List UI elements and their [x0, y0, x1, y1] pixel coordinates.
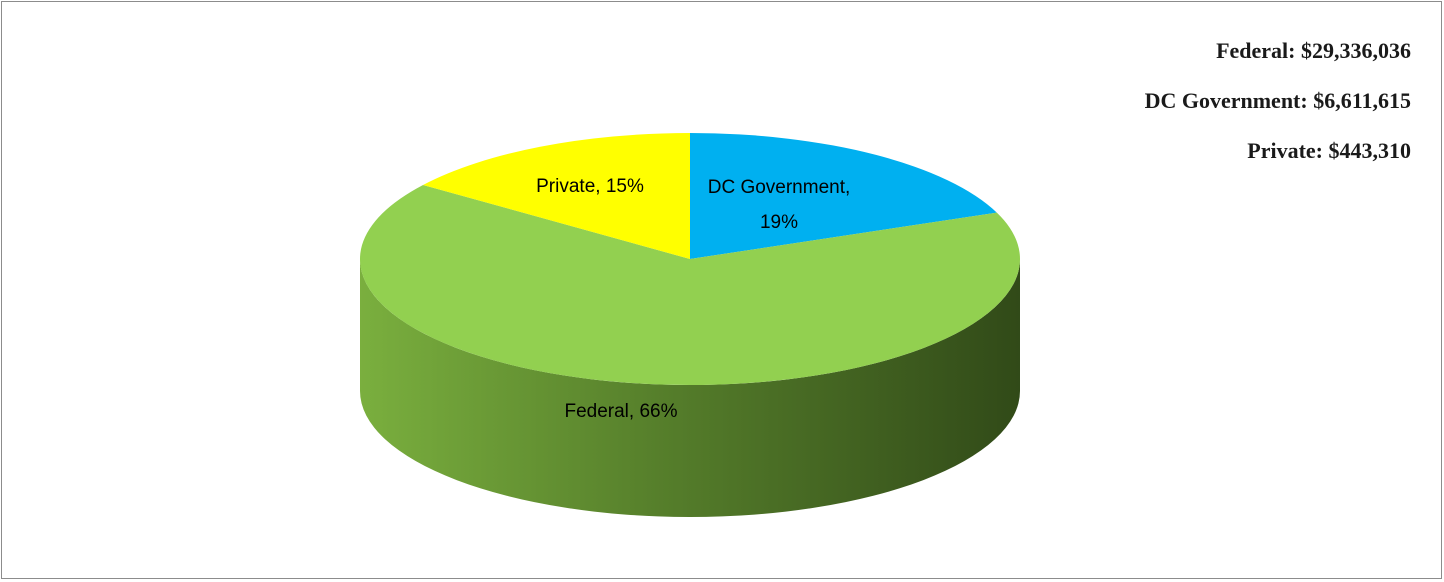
funding-total-private: Private: $443,310 — [1247, 138, 1411, 163]
funding-totals: Federal: $29,336,036 DC Government: $6,6… — [1145, 40, 1411, 190]
data-label-dc-government-line1: DC Government, — [708, 177, 851, 198]
pie-slice-federal — [359, 184, 1021, 386]
data-label-dc-government-line2: 19% — [760, 212, 798, 233]
pie-slice-dc-government — [690, 133, 997, 259]
funding-total-dc-government: DC Government: $6,611,615 — [1144, 88, 1411, 113]
funding-total-federal: Federal: $29,336,036 — [1216, 38, 1411, 63]
data-label-federal: Federal, 66% — [564, 401, 677, 422]
data-label-private: Private, 15% — [536, 176, 644, 197]
pie-side-federal — [360, 259, 1020, 517]
pie-slice-private — [423, 133, 690, 259]
